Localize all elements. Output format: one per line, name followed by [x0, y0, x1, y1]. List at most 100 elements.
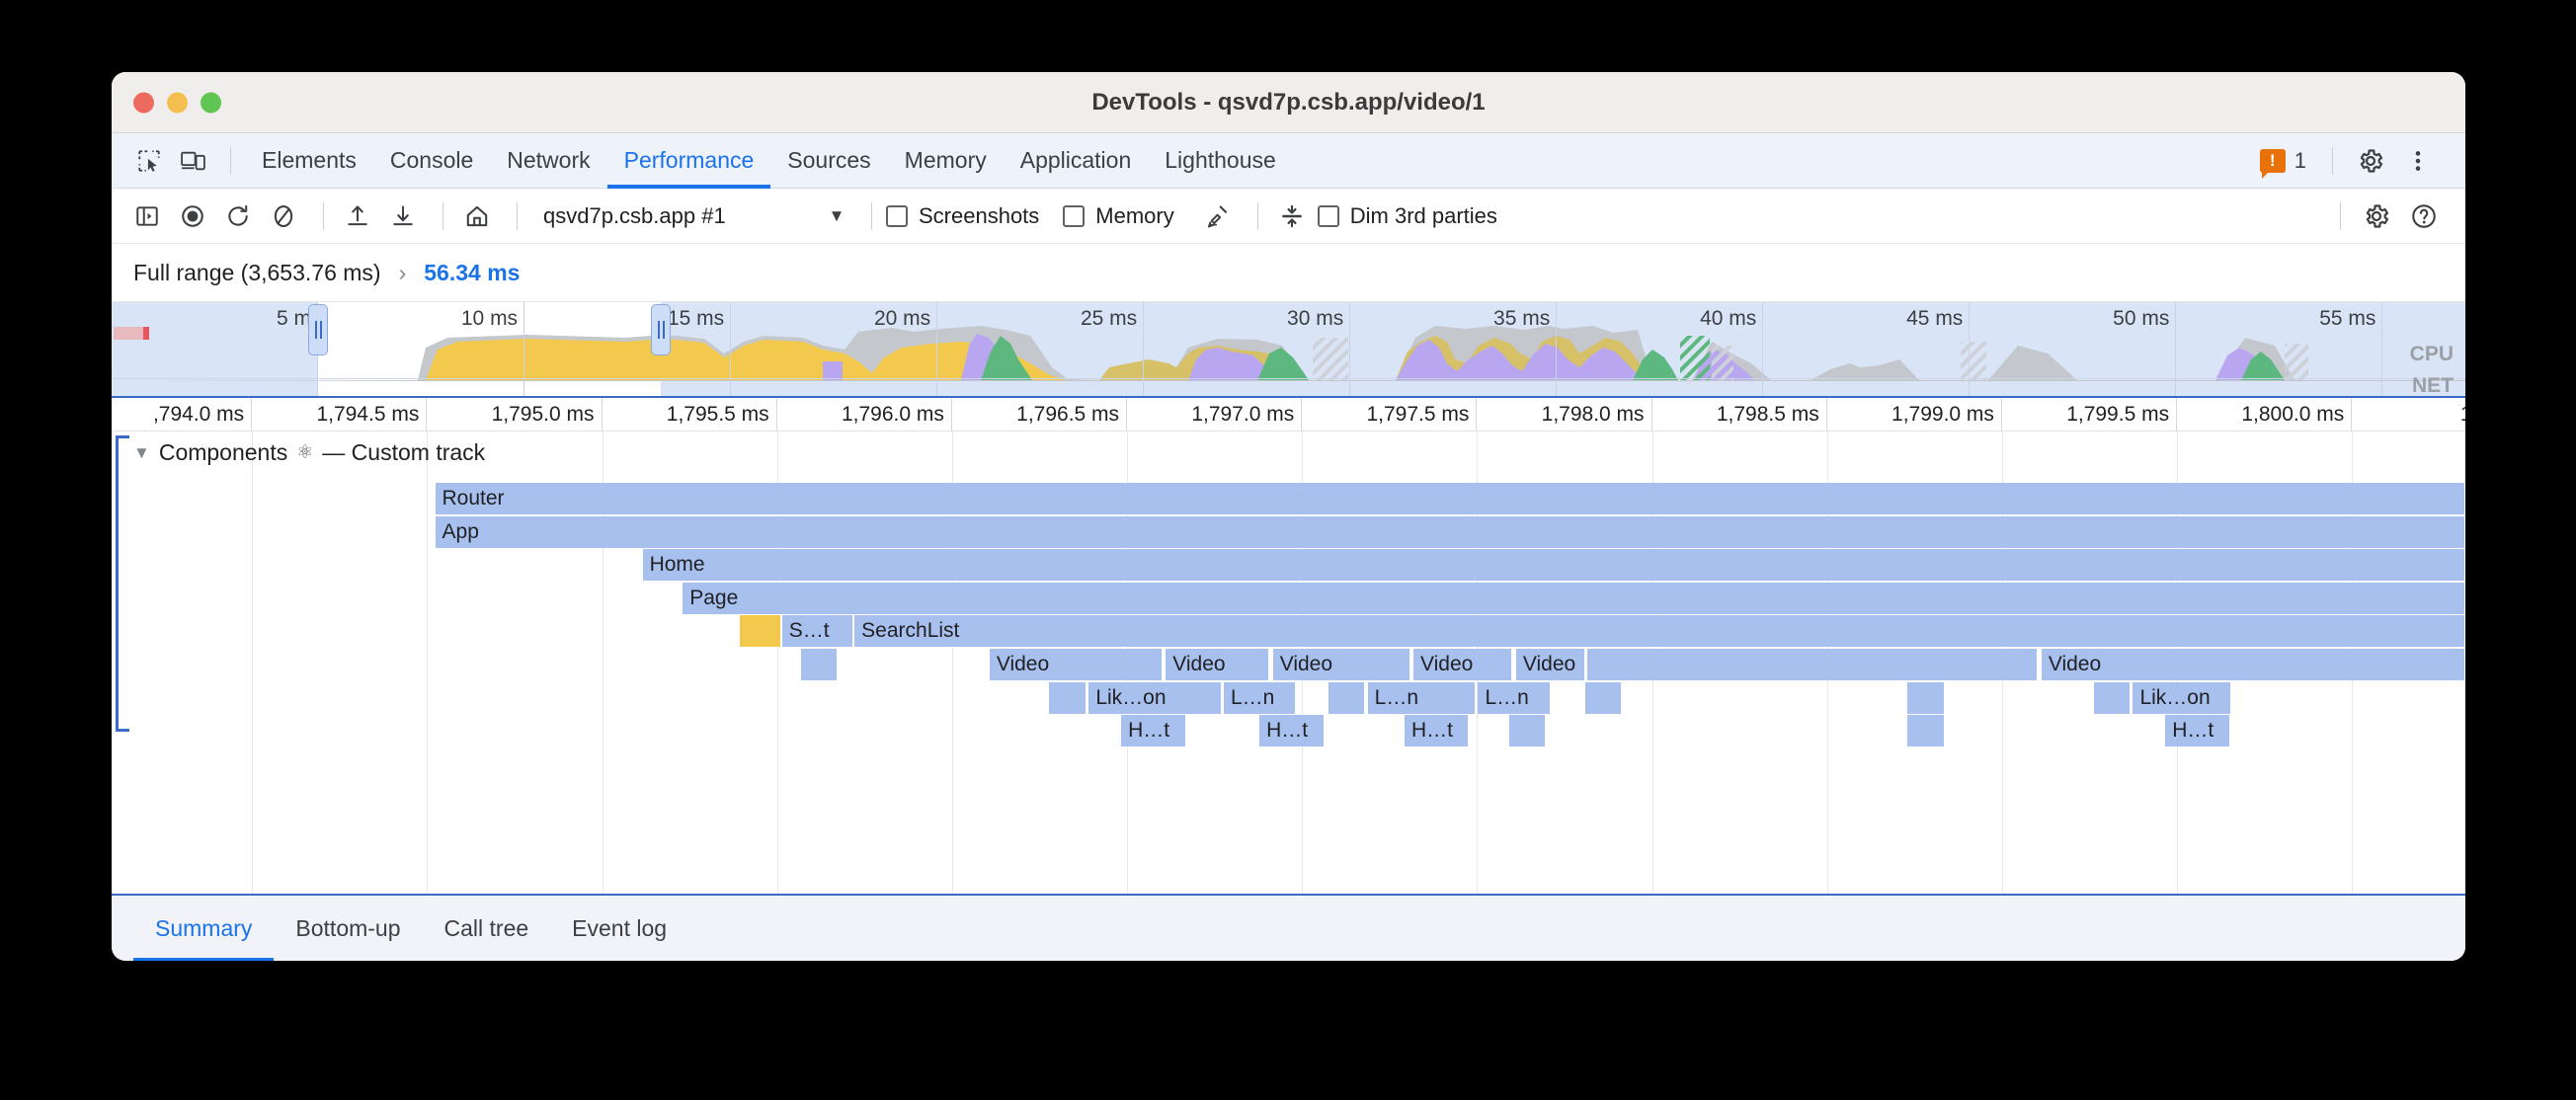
- flame-bar-h-t[interactable]: H…t: [1121, 715, 1186, 747]
- more-vertical-icon[interactable]: [2398, 142, 2438, 180]
- dim-3rd-parties-label: Dim 3rd parties: [1349, 202, 1497, 228]
- screenshots-label: Screenshots: [919, 202, 1040, 228]
- flame-bar-router[interactable]: Router: [435, 483, 2465, 514]
- warning-badge[interactable]: ! 1: [2259, 147, 2306, 179]
- tab-call-tree[interactable]: Call tree: [443, 914, 529, 941]
- tab-elements[interactable]: Elements: [262, 147, 357, 173]
- flame-bar-lik-on[interactable]: Lik…on: [2133, 681, 2231, 714]
- chevron-down-icon[interactable]: ▼: [133, 442, 150, 462]
- flame-bar[interactable]: [739, 615, 781, 648]
- tab-performance[interactable]: Performance: [607, 133, 771, 189]
- overview-tick-label: 25 ms: [1080, 307, 1138, 330]
- flame-bar[interactable]: [1509, 715, 1547, 747]
- overview-left-handle[interactable]: [308, 304, 329, 355]
- flame-bar-s-t[interactable]: S…t: [781, 615, 854, 648]
- full-range-label[interactable]: Full range (3,653.76 ms): [133, 259, 381, 285]
- timeline-overview[interactable]: 5 m 10 ms 15 ms 20 ms 25 ms 30 ms 35 ms 40 ms 45…: [112, 301, 2465, 396]
- minimize-window-button[interactable]: [167, 92, 188, 113]
- flame-bar-lik-on[interactable]: Lik…on: [1088, 681, 1187, 714]
- collapse-tracks-icon[interactable]: [1272, 196, 1312, 236]
- tabstrip-divider: [230, 146, 231, 175]
- flame-bar-video[interactable]: Video: [1515, 649, 1585, 680]
- flame-bar-video[interactable]: Video: [2041, 649, 2465, 680]
- window-titlebar: DevTools - qsvd7p.csb.app/video/1: [112, 72, 2465, 133]
- tabstrip-right-divider: [2332, 146, 2333, 175]
- tab-bottom-up[interactable]: Bottom-up: [295, 914, 401, 941]
- flame-bar-video[interactable]: Video: [989, 649, 1163, 680]
- flame-bar[interactable]: [1907, 715, 1945, 747]
- flame-bar-app[interactable]: App: [435, 515, 2465, 548]
- inspect-element-icon[interactable]: [129, 142, 169, 180]
- network-overview-row: [112, 378, 2465, 396]
- overview-dim-left: [112, 302, 319, 396]
- flame-bar[interactable]: [1184, 681, 1222, 714]
- tab-application[interactable]: Application: [1019, 147, 1132, 173]
- toggle-sidebar-icon[interactable]: [127, 196, 167, 236]
- gear-icon[interactable]: [2351, 142, 2390, 180]
- tab-sources[interactable]: Sources: [787, 147, 871, 173]
- tab-network[interactable]: Network: [507, 147, 591, 173]
- flame-bar-video[interactable]: Video: [1272, 649, 1410, 680]
- track-header-components[interactable]: ▼ Components ⚛ — Custom track: [133, 439, 485, 466]
- flame-bar-video[interactable]: Video: [1166, 649, 1270, 680]
- toolbar-divider-4: [871, 201, 872, 230]
- screenshots-checkbox[interactable]: Screenshots: [886, 203, 1039, 229]
- garbage-collect-icon[interactable]: [1198, 196, 1238, 236]
- tab-event-log[interactable]: Event log: [572, 914, 668, 941]
- flame-bar-video[interactable]: Video: [1412, 649, 1513, 680]
- gear-icon[interactable]: [2357, 196, 2396, 236]
- overview-right-handle[interactable]: [651, 304, 672, 355]
- clear-icon[interactable]: [264, 196, 303, 236]
- profile-select[interactable]: qsvd7p.csb.app #1 ▼: [543, 197, 849, 235]
- download-profile-icon[interactable]: [383, 196, 423, 236]
- flame-bar-searchlist[interactable]: SearchList: [854, 615, 2465, 648]
- dim-3rd-parties-checkbox[interactable]: Dim 3rd parties: [1317, 202, 1497, 229]
- tab-summary[interactable]: Summary: [133, 895, 274, 961]
- flame-bar[interactable]: [1048, 681, 1087, 714]
- flame-bar-l-n[interactable]: L…n: [1367, 681, 1441, 714]
- upload-profile-icon[interactable]: [338, 196, 377, 236]
- selected-range-label[interactable]: 56.34 ms: [424, 259, 521, 285]
- flame-bar[interactable]: [2093, 681, 2132, 714]
- tab-console[interactable]: Console: [389, 147, 474, 173]
- toolbar-divider-5: [1256, 201, 1258, 230]
- flame-bar[interactable]: [1328, 681, 1366, 714]
- ruler-tick-label: 1,796.5 ms: [1016, 403, 1120, 426]
- flame-bar-l-n[interactable]: L…n: [1223, 681, 1297, 714]
- flame-bar[interactable]: [1584, 681, 1623, 714]
- ruler-tick: 1,798.5 ms: [112, 398, 1827, 433]
- overview-tick: 30 ms: [112, 302, 1351, 396]
- ruler-tick-label: 1,796.0 ms: [841, 403, 944, 426]
- ruler-tick-label: 1,795.5 ms: [666, 403, 769, 426]
- help-icon[interactable]: [2404, 196, 2444, 236]
- flame-bar[interactable]: [1438, 681, 1477, 714]
- memory-checkbox[interactable]: Memory: [1063, 202, 1174, 229]
- ruler-tick: ,794.0 ms: [112, 398, 253, 433]
- flame-chart[interactable]: ▼ Components ⚛ — Custom track Router App H…: [112, 432, 2465, 904]
- tab-memory[interactable]: Memory: [904, 147, 987, 173]
- toolbar-divider-6: [2340, 201, 2341, 230]
- flame-bar[interactable]: [1587, 649, 2039, 680]
- close-window-button[interactable]: [133, 92, 154, 113]
- reload-and-record-icon[interactable]: [218, 196, 258, 236]
- window-title: DevTools - qsvd7p.csb.app/video/1: [1091, 88, 1486, 116]
- flame-bar[interactable]: [1907, 681, 1945, 714]
- ruler-tick-label: 1,797.5 ms: [1366, 403, 1470, 426]
- flame-gridline: [776, 432, 778, 904]
- flame-bar-l-n[interactable]: L…n: [1478, 681, 1551, 714]
- record-icon[interactable]: [173, 196, 212, 236]
- flame-bar[interactable]: [800, 649, 839, 680]
- memory-label: Memory: [1095, 202, 1174, 228]
- flame-bar-h-t[interactable]: H…t: [2165, 715, 2230, 747]
- zoom-window-button[interactable]: [201, 92, 221, 113]
- home-icon[interactable]: [457, 196, 497, 236]
- flame-bar-page[interactable]: Page: [683, 582, 2465, 614]
- flame-bar-h-t[interactable]: H…t: [1259, 715, 1325, 747]
- warning-count: 1: [2294, 147, 2306, 173]
- flame-bar-home[interactable]: Home: [642, 549, 2465, 582]
- flame-bar-h-t[interactable]: H…t: [1404, 715, 1470, 747]
- react-atom-icon: ⚛: [296, 442, 314, 463]
- device-toolbar-icon[interactable]: [173, 142, 212, 180]
- overview-ruler: 5 m 10 ms 15 ms 20 ms 25 ms 30 ms 35 ms 40 ms 45…: [112, 302, 2465, 396]
- tab-lighthouse[interactable]: Lighthouse: [1165, 147, 1276, 173]
